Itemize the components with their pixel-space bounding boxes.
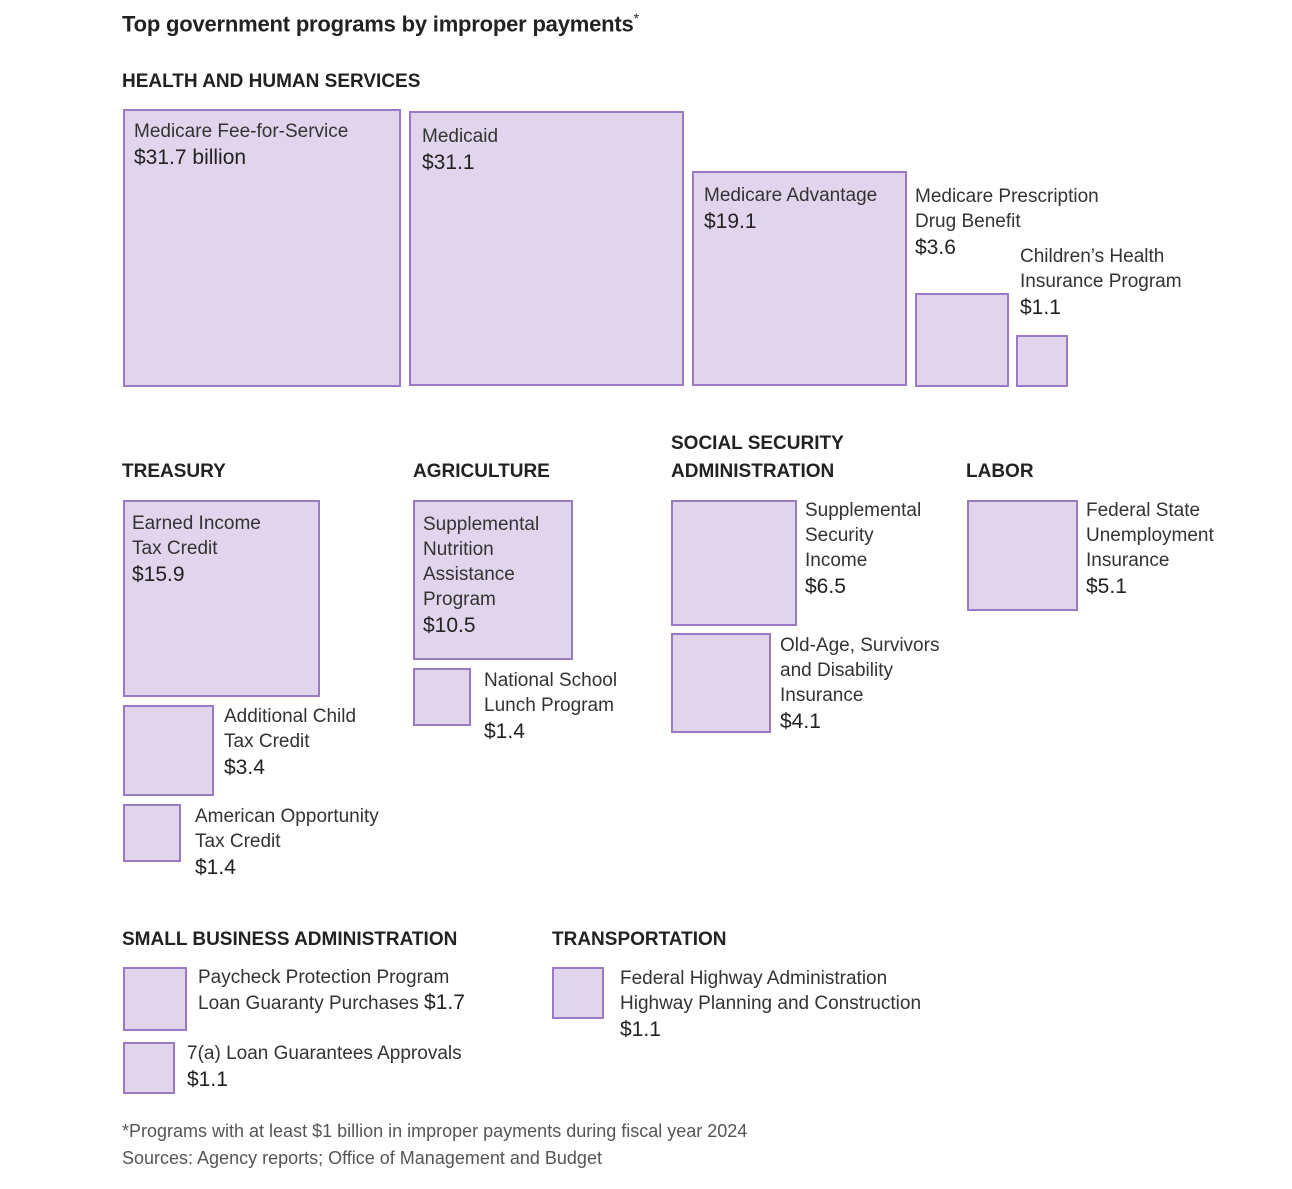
program-label-additional-child-tax-credit: Additional Child Tax Credit $3.4 [224,704,356,781]
program-box-american-opportunity-tax-credit [123,804,181,862]
chart-title: Top government programs by improper paym… [122,10,639,37]
program-label-paycheck-protection-program-loan-guaranty-purchases: Paycheck Protection Program Loan Guarant… [198,965,465,1016]
group-title-agriculture: AGRICULTURE [413,461,550,482]
program-value: $15.9 [132,563,185,586]
program-box-additional-child-tax-credit [123,705,214,796]
program-name: Supplemental Nutrition Assistance Progra… [423,514,540,610]
program-name: Children’s Health Insurance Program [1020,246,1182,292]
program-label-supplemental-security-income: Supplemental Security Income $6.5 [805,498,921,600]
program-label-earned-income-tax-credit: Earned Income Tax Credit $15.9 [132,511,261,588]
program-name: National School Lunch Program [484,670,618,716]
program-label-7-a-loan-guarantees-approvals: 7(a) Loan Guarantees Approvals $1.1 [187,1041,462,1093]
program-name: Medicare Advantage [704,185,878,206]
program-name: 7(a) Loan Guarantees Approvals [187,1043,462,1064]
group-title-social-security-administration: SOCIAL SECURITY ADMINISTRATION [671,433,844,482]
program-value: $4.1 [780,710,821,733]
program-box-federal-state-unemployment-insurance [967,500,1078,611]
program-label-american-opportunity-tax-credit: American Opportunity Tax Credit $1.4 [195,804,379,881]
footnote: *Programs with at least $1 billion in im… [122,1118,747,1172]
program-label-federal-state-unemployment-insurance: Federal State Unemployment Insurance $5.1 [1086,498,1214,600]
program-label-children-s-health-insurance-program: Children’s Health Insurance Program $1.1 [1020,244,1182,321]
group-title-labor: LABOR [966,461,1034,482]
program-value: $31.7 billion [134,146,247,169]
program-box-medicare-advantage [692,171,907,386]
program-value: $31.1 [422,151,475,174]
program-box-medicare-prescription-drug-benefit [915,293,1009,387]
group-title-small-business-administration: SMALL BUSINESS ADMINISTRATION [122,929,458,950]
program-name: Paycheck Protection Program Loan Guarant… [198,967,450,1014]
program-value: $19.1 [704,210,757,233]
program-value: $1.7 [424,991,465,1014]
program-value: $6.5 [805,575,846,598]
program-label-federal-highway-administration-highway-planning-and-construction: Federal Highway Administration Highway P… [620,966,921,1043]
program-label-medicare-prescription-drug-benefit: Medicare Prescription Drug Benefit $3.6 [915,184,1099,261]
program-box-supplemental-nutrition-assistance-program [413,500,573,660]
program-label-national-school-lunch-program: National School Lunch Program $1.4 [484,668,617,745]
program-name: Earned Income Tax Credit [132,513,261,559]
program-name: Old-Age, Survivors and Disability Insura… [780,635,940,706]
program-value: $1.1 [1020,296,1061,319]
program-box-old-age-survivors-and-disability-insurance [671,633,771,733]
program-box-earned-income-tax-credit [123,500,320,697]
program-box-paycheck-protection-program-loan-guaranty-purchases [123,967,187,1031]
program-label-supplemental-nutrition-assistance-program: Supplemental Nutrition Assistance Progra… [423,512,539,639]
program-value: $3.6 [915,236,956,259]
program-name: Federal State Unemployment Insurance [1086,500,1214,571]
program-value: $5.1 [1086,575,1127,598]
program-value: $1.4 [484,720,525,743]
program-value: $1.1 [620,1018,661,1041]
program-label-medicare-advantage: Medicare Advantage $19.1 [704,183,877,235]
program-box-children-s-health-insurance-program [1016,335,1068,387]
program-box-federal-highway-administration-highway-planning-and-construction [552,967,604,1019]
footnote-note: *Programs with at least $1 billion in im… [122,1121,748,1141]
program-label-medicaid: Medicaid $31.1 [422,124,498,176]
program-label-old-age-survivors-and-disability-insurance: Old-Age, Survivors and Disability Insura… [780,633,939,735]
group-title-treasury: TREASURY [122,461,226,482]
program-name: Supplemental Security Income [805,500,922,571]
program-name: Additional Child Tax Credit [224,706,357,752]
program-value: $3.4 [224,756,265,779]
program-box-supplemental-security-income [671,500,797,626]
program-name: Medicare Fee-for-Service [134,121,349,142]
program-label-medicare-fee-for-service: Medicare Fee-for-Service $31.7 billion [134,119,348,171]
program-name: Medicare Prescription Drug Benefit [915,186,1099,232]
program-value: $1.4 [195,856,236,879]
program-value: $10.5 [423,614,476,637]
program-name: American Opportunity Tax Credit [195,806,379,852]
program-name: Medicaid [422,126,499,147]
program-box-medicare-fee-for-service [123,109,401,387]
footnote-sources: Sources: Agency reports; Office of Manag… [122,1148,602,1168]
program-box-medicaid [409,111,684,386]
program-name: Federal Highway Administration Highway P… [620,968,922,1014]
program-box-national-school-lunch-program [413,668,471,726]
group-title-transportation: TRANSPORTATION [552,929,727,950]
program-value: $1.1 [187,1068,228,1091]
group-title-health-and-human-services: HEALTH AND HUMAN SERVICES [122,71,421,92]
program-box-7-a-loan-guarantees-approvals [123,1042,175,1094]
